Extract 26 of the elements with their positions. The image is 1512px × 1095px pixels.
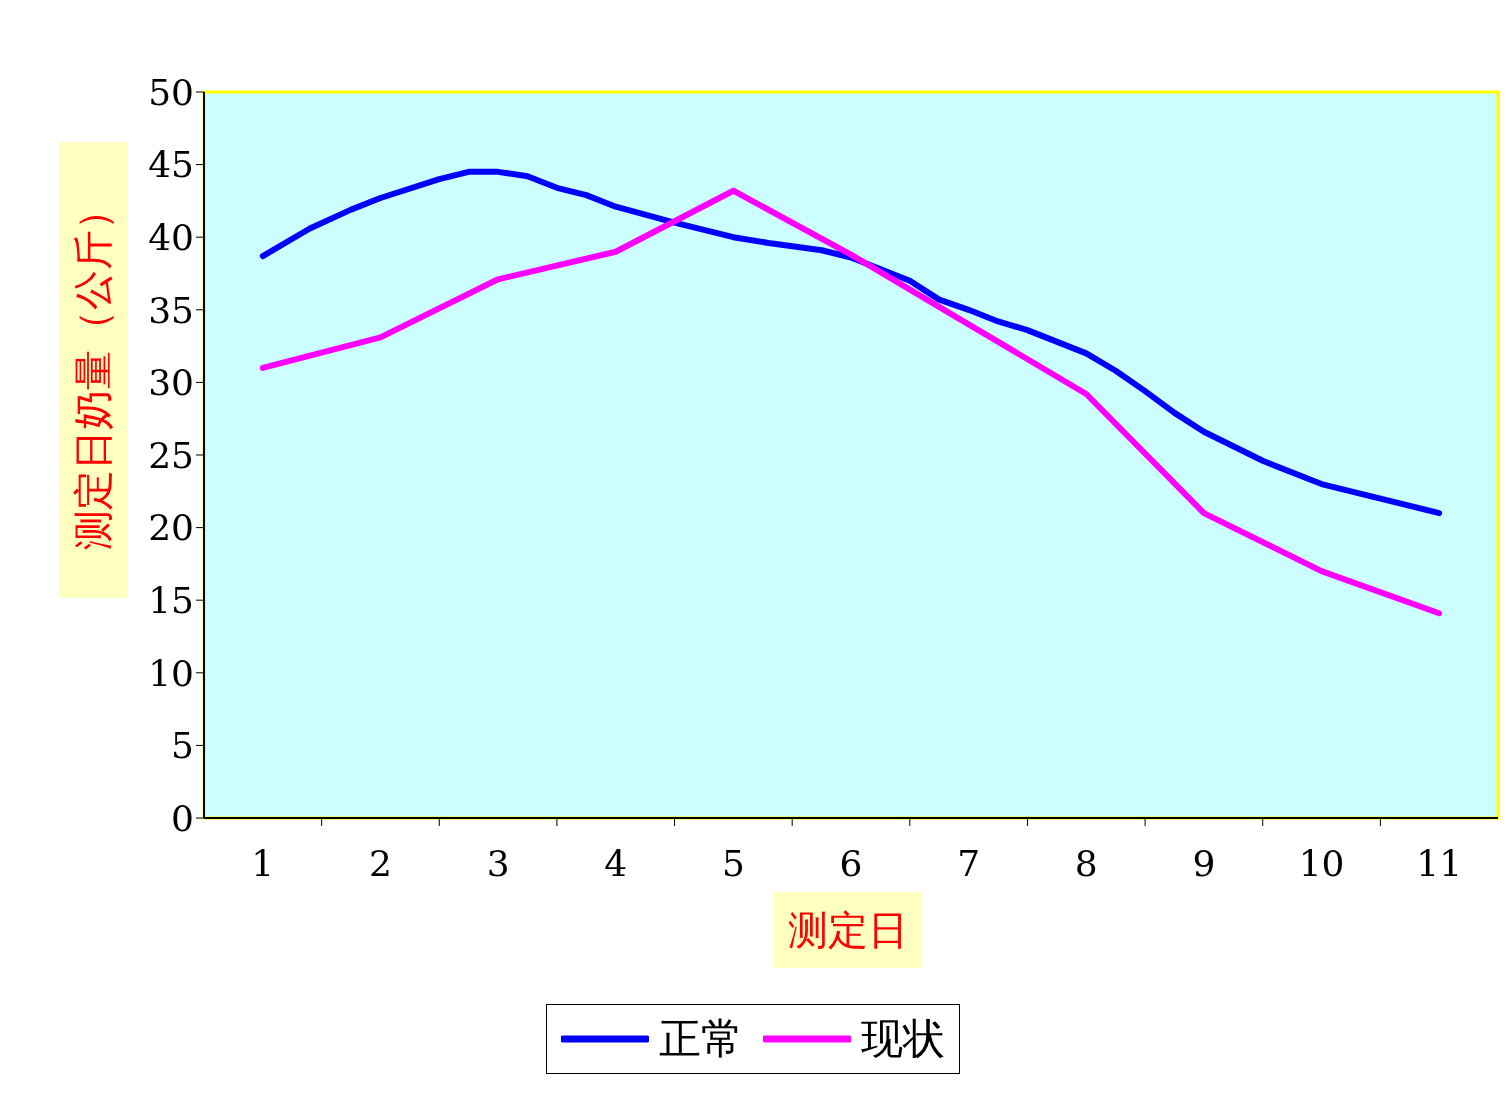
y-tick-label: 10 <box>148 652 194 694</box>
y-axis-title: 测定日奶量（公斤） <box>70 190 116 550</box>
y-tick-label: 30 <box>148 362 194 404</box>
x-tick-label: 3 <box>486 843 510 884</box>
legend-label: 正常 <box>659 1013 743 1065</box>
x-tick-label: 9 <box>1192 843 1216 884</box>
x-tick-label: 7 <box>957 843 981 884</box>
x-tick-label: 11 <box>1416 843 1463 884</box>
y-tick-label: 45 <box>148 144 194 186</box>
y-tick-label: 0 <box>171 797 194 839</box>
x-tick-label: 6 <box>839 843 863 884</box>
x-tick-label: 4 <box>604 843 628 884</box>
y-tick-label: 5 <box>171 725 194 767</box>
x-tick-label: 1 <box>251 843 275 884</box>
x-tick-label: 8 <box>1074 843 1098 884</box>
x-tick-label: 10 <box>1298 843 1345 884</box>
legend-label: 现状 <box>861 1013 945 1065</box>
y-tick-label: 15 <box>148 579 194 621</box>
y-tick-label: 20 <box>148 507 194 549</box>
x-axis-title: 测定日 <box>788 907 908 953</box>
y-tick-label: 50 <box>148 71 194 113</box>
y-tick-label: 25 <box>148 434 194 476</box>
x-tick-label: 2 <box>369 843 392 884</box>
y-tick-label: 40 <box>148 216 194 258</box>
y-tick-label: 35 <box>148 289 194 331</box>
x-tick-label: 5 <box>721 843 745 884</box>
